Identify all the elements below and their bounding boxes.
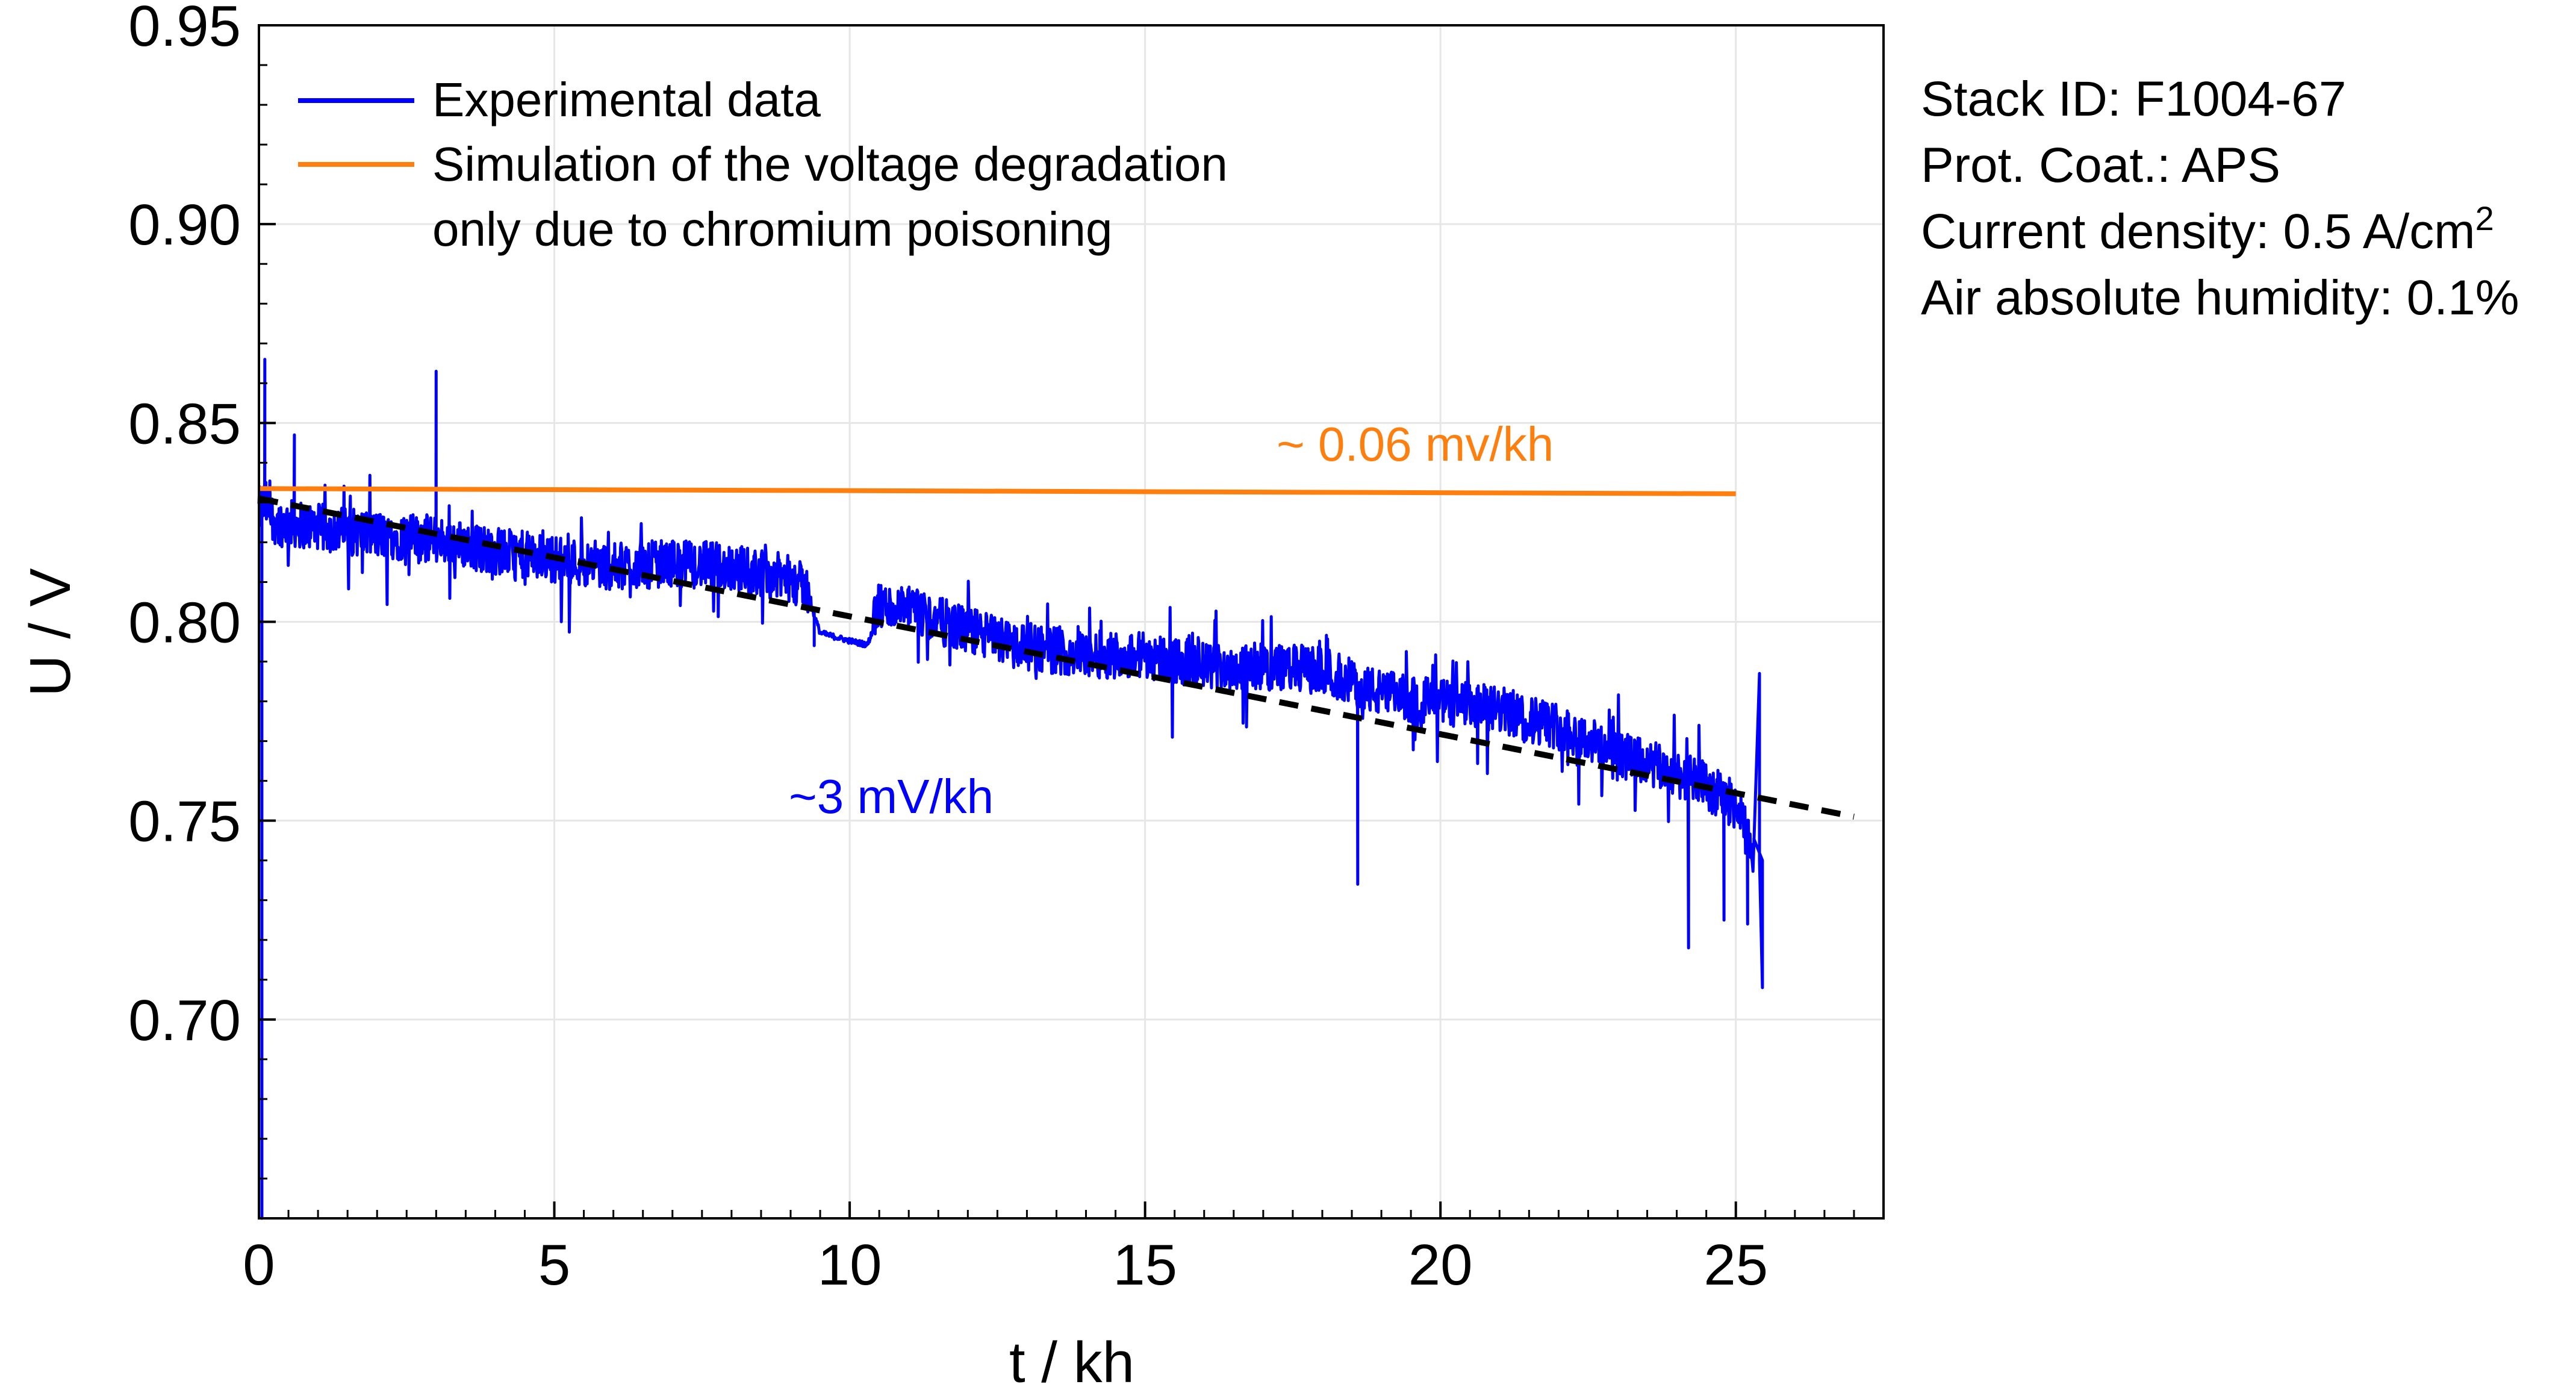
protective-coating-text: Prot. Coat.: APS [1921, 138, 2281, 193]
y-tick-label: 0.90 [128, 193, 241, 257]
y-tick-label: 0.85 [128, 391, 241, 456]
x-tick-label: 15 [1113, 1233, 1177, 1297]
simulation-line [258, 486, 1736, 496]
y-tick-label: 0.70 [128, 988, 241, 1053]
x-axis-label: t / kh [1009, 1330, 1134, 1395]
grid-lines [258, 24, 1884, 1218]
stack-id-text: Stack ID: F1004-67 [1921, 72, 2347, 126]
x-tick-label: 10 [818, 1233, 882, 1297]
y-tick-label: 0.75 [128, 790, 241, 854]
trend-dashed-line [258, 495, 1855, 820]
legend-simulation-label-line1: Simulation of the voltage degradation [432, 137, 1228, 191]
current-density-line: Current density: 0.5 A/cm2 [1921, 199, 2519, 265]
axes: 0 5 10 15 20 25 0.70 0.75 0.80 0.85 0.90 0.95 [128, 0, 1855, 1297]
y-axis-label: U / V [18, 568, 82, 696]
legend-simulation-label-line2: only due to chromium poisoning [432, 202, 1113, 256]
current-density-text: Current density: 0.5 A/cm [1921, 204, 2475, 259]
x-tick-label: 0 [243, 1233, 275, 1297]
legend-experimental-label: Experimental data [432, 73, 821, 126]
x-tick-label: 25 [1703, 1233, 1768, 1297]
simulation-rate-annotation: ~ 0.06 mv/kh [1277, 417, 1554, 471]
series-layer [257, 358, 1855, 1220]
current-density-superscript: 2 [2475, 199, 2494, 237]
y-tick-label: 0.95 [128, 0, 241, 58]
x-tick-label: 20 [1408, 1233, 1473, 1297]
x-tick-label: 5 [538, 1233, 570, 1297]
y-tick-label: 0.80 [128, 591, 241, 655]
humidity-text: Air absolute humidity: 0.1% [1921, 270, 2519, 325]
experimental-rate-annotation: ~3 mV/kh [789, 770, 994, 823]
legend: Experimental data Simulation of the volt… [298, 73, 1228, 256]
stack-info-panel: Stack ID: F1004-67 Prot. Coat.: APS Curr… [1921, 66, 2519, 331]
